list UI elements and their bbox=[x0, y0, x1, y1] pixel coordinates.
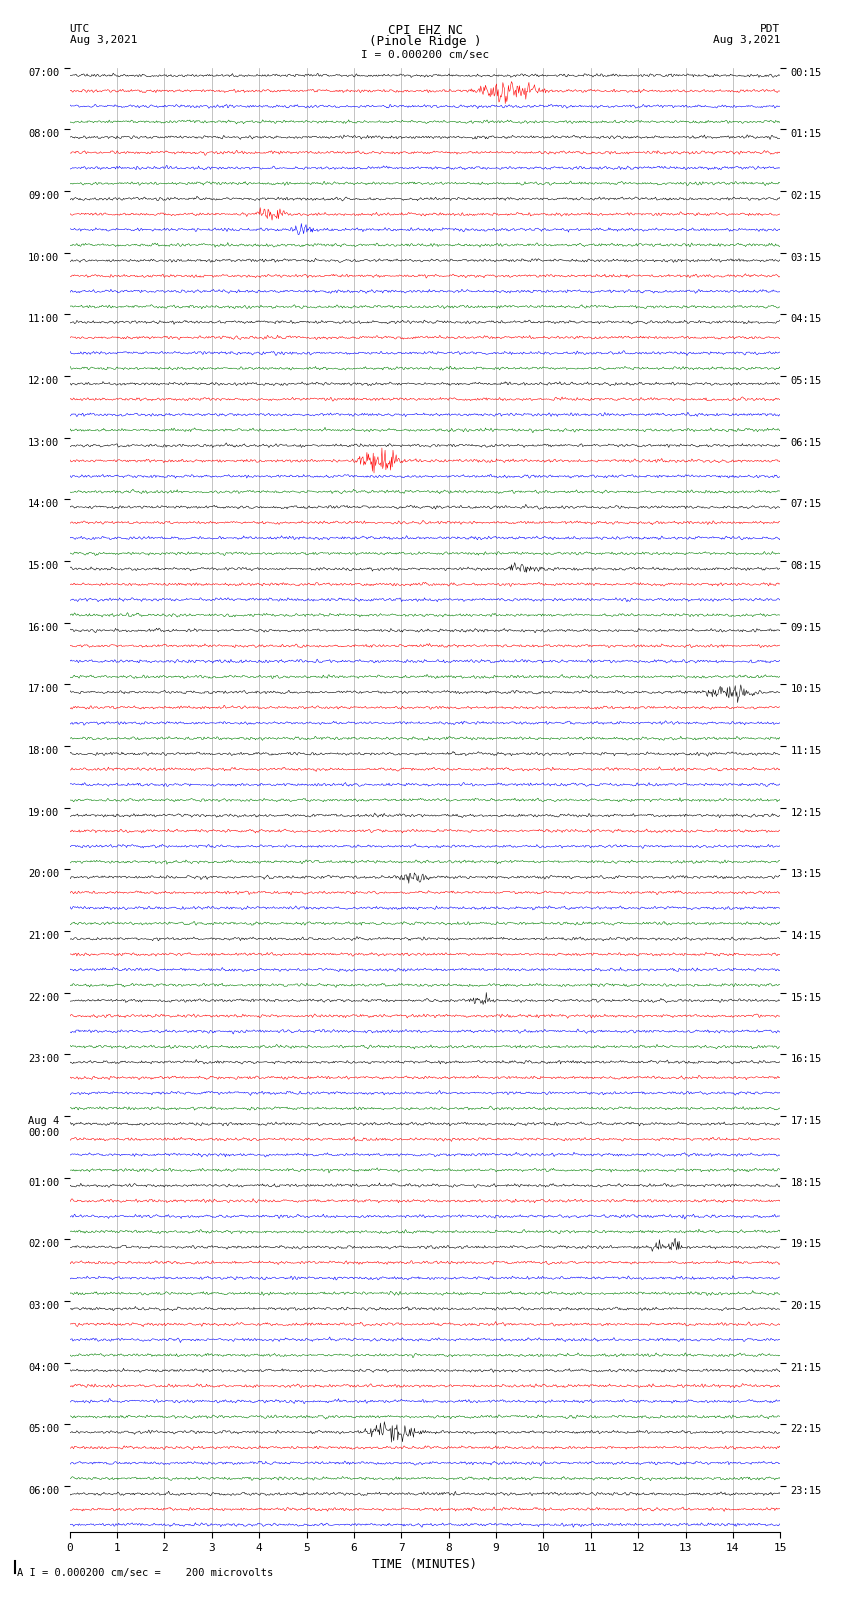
Text: (Pinole Ridge ): (Pinole Ridge ) bbox=[369, 35, 481, 48]
X-axis label: TIME (MINUTES): TIME (MINUTES) bbox=[372, 1558, 478, 1571]
Text: CPI EHZ NC: CPI EHZ NC bbox=[388, 24, 462, 37]
Text: A I = 0.000200 cm/sec =    200 microvolts: A I = 0.000200 cm/sec = 200 microvolts bbox=[17, 1568, 273, 1578]
Text: PDT: PDT bbox=[760, 24, 780, 34]
Text: Aug 3,2021: Aug 3,2021 bbox=[70, 35, 137, 45]
Text: I = 0.000200 cm/sec: I = 0.000200 cm/sec bbox=[361, 50, 489, 60]
Text: UTC: UTC bbox=[70, 24, 90, 34]
Text: Aug 3,2021: Aug 3,2021 bbox=[713, 35, 780, 45]
